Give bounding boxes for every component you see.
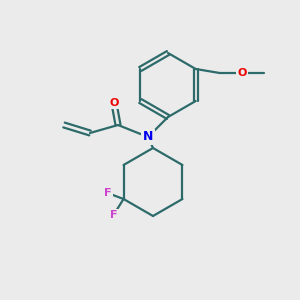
Text: O: O: [237, 68, 246, 78]
Text: O: O: [109, 98, 119, 108]
Text: F: F: [110, 210, 117, 220]
Text: F: F: [104, 188, 111, 198]
Text: N: N: [143, 130, 153, 143]
